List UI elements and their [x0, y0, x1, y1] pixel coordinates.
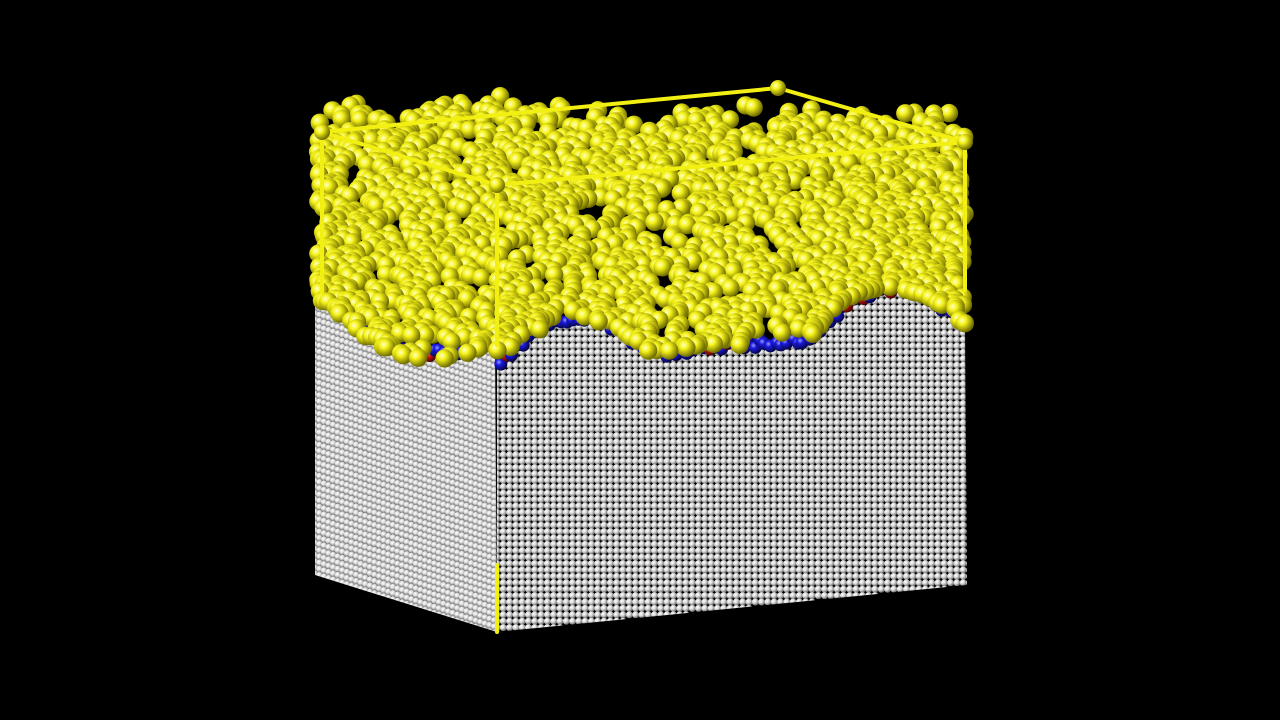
box-edge	[495, 140, 967, 187]
box-edge	[320, 86, 780, 134]
box-corner	[314, 124, 330, 140]
box-edge	[776, 86, 967, 144]
box-corner	[770, 80, 786, 96]
box-corner	[489, 177, 505, 193]
box-edge	[320, 130, 499, 187]
box-corner	[957, 134, 973, 150]
simulation-box-frame	[314, 80, 973, 634]
